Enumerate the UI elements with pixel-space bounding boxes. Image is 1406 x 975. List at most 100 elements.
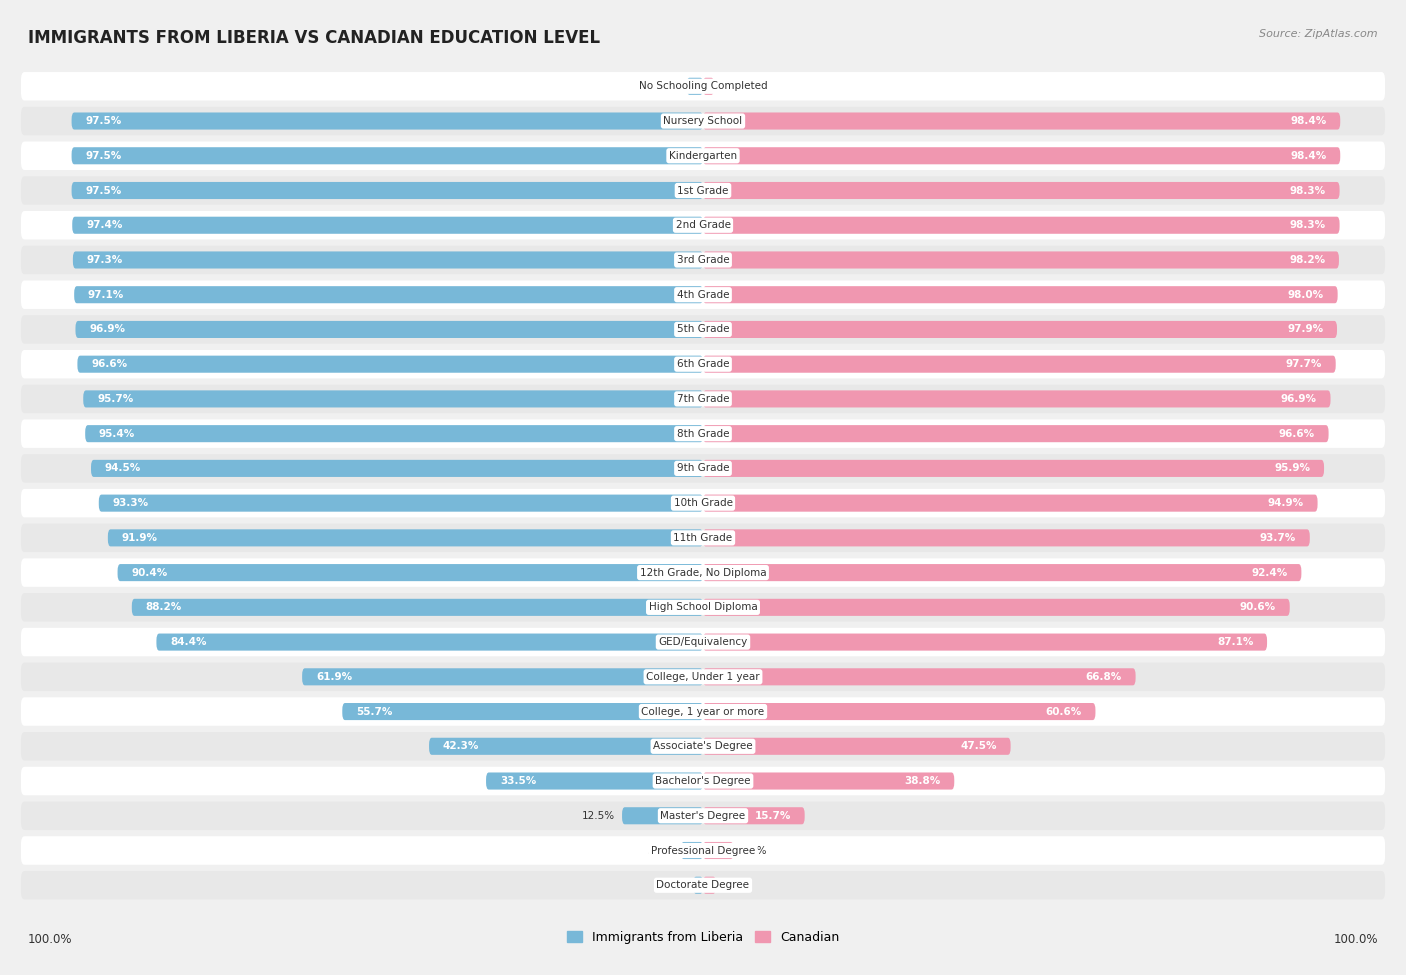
Text: 33.5%: 33.5%	[499, 776, 536, 786]
FancyBboxPatch shape	[486, 772, 703, 790]
FancyBboxPatch shape	[703, 356, 1336, 372]
FancyBboxPatch shape	[21, 837, 1385, 865]
FancyBboxPatch shape	[703, 634, 1267, 650]
FancyBboxPatch shape	[703, 599, 1289, 616]
Text: Professional Degree: Professional Degree	[651, 845, 755, 855]
FancyBboxPatch shape	[703, 321, 1337, 338]
Text: 6th Grade: 6th Grade	[676, 359, 730, 370]
FancyBboxPatch shape	[21, 732, 1385, 760]
Text: 66.8%: 66.8%	[1085, 672, 1122, 682]
Text: 94.5%: 94.5%	[105, 463, 141, 474]
Text: 87.1%: 87.1%	[1218, 637, 1253, 647]
FancyBboxPatch shape	[693, 877, 703, 894]
FancyBboxPatch shape	[21, 176, 1385, 205]
FancyBboxPatch shape	[703, 772, 955, 790]
FancyBboxPatch shape	[21, 350, 1385, 378]
Text: 1.7%: 1.7%	[721, 81, 748, 92]
Text: 95.4%: 95.4%	[98, 429, 135, 439]
FancyBboxPatch shape	[73, 252, 703, 268]
Text: 90.4%: 90.4%	[131, 567, 167, 577]
Text: 98.4%: 98.4%	[1291, 151, 1326, 161]
FancyBboxPatch shape	[703, 807, 804, 824]
Legend: Immigrants from Liberia, Canadian: Immigrants from Liberia, Canadian	[561, 926, 845, 949]
FancyBboxPatch shape	[72, 112, 703, 130]
FancyBboxPatch shape	[76, 321, 703, 338]
FancyBboxPatch shape	[681, 842, 703, 859]
FancyBboxPatch shape	[703, 112, 1340, 130]
FancyBboxPatch shape	[118, 565, 703, 581]
Text: 100.0%: 100.0%	[1333, 933, 1378, 946]
FancyBboxPatch shape	[21, 454, 1385, 483]
FancyBboxPatch shape	[77, 356, 703, 372]
FancyBboxPatch shape	[86, 425, 703, 443]
FancyBboxPatch shape	[21, 141, 1385, 170]
Text: 98.3%: 98.3%	[1289, 220, 1326, 230]
Text: 93.7%: 93.7%	[1260, 533, 1296, 543]
FancyBboxPatch shape	[703, 252, 1339, 268]
FancyBboxPatch shape	[91, 460, 703, 477]
FancyBboxPatch shape	[703, 78, 714, 95]
Text: 55.7%: 55.7%	[356, 707, 392, 717]
Text: 84.4%: 84.4%	[170, 637, 207, 647]
Text: Master's Degree: Master's Degree	[661, 811, 745, 821]
Text: 97.5%: 97.5%	[86, 151, 121, 161]
Text: 3.4%: 3.4%	[648, 845, 673, 855]
Text: 97.5%: 97.5%	[86, 185, 121, 196]
Text: 4.7%: 4.7%	[741, 845, 766, 855]
Text: 97.1%: 97.1%	[89, 290, 124, 299]
Text: 2.0%: 2.0%	[723, 880, 749, 890]
Text: 94.9%: 94.9%	[1268, 498, 1303, 508]
FancyBboxPatch shape	[621, 807, 703, 824]
Text: 93.3%: 93.3%	[112, 498, 149, 508]
FancyBboxPatch shape	[21, 246, 1385, 274]
Text: Kindergarten: Kindergarten	[669, 151, 737, 161]
FancyBboxPatch shape	[21, 281, 1385, 309]
FancyBboxPatch shape	[703, 390, 1330, 408]
Text: 98.4%: 98.4%	[1291, 116, 1326, 126]
Text: 12th Grade, No Diploma: 12th Grade, No Diploma	[640, 567, 766, 577]
Text: 11th Grade: 11th Grade	[673, 533, 733, 543]
FancyBboxPatch shape	[75, 287, 703, 303]
Text: Source: ZipAtlas.com: Source: ZipAtlas.com	[1260, 29, 1378, 39]
FancyBboxPatch shape	[703, 877, 716, 894]
Text: 92.4%: 92.4%	[1251, 567, 1288, 577]
Text: 91.9%: 91.9%	[122, 533, 157, 543]
FancyBboxPatch shape	[21, 766, 1385, 796]
Text: 96.6%: 96.6%	[1278, 429, 1315, 439]
Text: 95.9%: 95.9%	[1274, 463, 1310, 474]
FancyBboxPatch shape	[703, 460, 1324, 477]
FancyBboxPatch shape	[703, 529, 1310, 546]
FancyBboxPatch shape	[703, 216, 1340, 234]
Text: 9th Grade: 9th Grade	[676, 463, 730, 474]
Text: 97.7%: 97.7%	[1285, 359, 1322, 370]
Text: 2.5%: 2.5%	[654, 81, 681, 92]
FancyBboxPatch shape	[21, 871, 1385, 900]
FancyBboxPatch shape	[703, 287, 1337, 303]
FancyBboxPatch shape	[21, 385, 1385, 413]
FancyBboxPatch shape	[21, 628, 1385, 656]
Text: 8th Grade: 8th Grade	[676, 429, 730, 439]
FancyBboxPatch shape	[108, 529, 703, 546]
FancyBboxPatch shape	[686, 78, 703, 95]
Text: Bachelor's Degree: Bachelor's Degree	[655, 776, 751, 786]
FancyBboxPatch shape	[21, 663, 1385, 691]
FancyBboxPatch shape	[703, 182, 1340, 199]
FancyBboxPatch shape	[72, 147, 703, 165]
FancyBboxPatch shape	[156, 634, 703, 650]
Text: GED/Equivalency: GED/Equivalency	[658, 637, 748, 647]
FancyBboxPatch shape	[429, 738, 703, 755]
FancyBboxPatch shape	[703, 668, 1136, 685]
Text: No Schooling Completed: No Schooling Completed	[638, 81, 768, 92]
FancyBboxPatch shape	[703, 842, 734, 859]
FancyBboxPatch shape	[98, 494, 703, 512]
Text: 97.4%: 97.4%	[86, 220, 122, 230]
Text: 5th Grade: 5th Grade	[676, 325, 730, 334]
FancyBboxPatch shape	[703, 703, 1095, 721]
FancyBboxPatch shape	[21, 559, 1385, 587]
FancyBboxPatch shape	[21, 593, 1385, 622]
Text: 98.3%: 98.3%	[1289, 185, 1326, 196]
Text: 38.8%: 38.8%	[904, 776, 941, 786]
Text: 3rd Grade: 3rd Grade	[676, 255, 730, 265]
Text: 60.6%: 60.6%	[1046, 707, 1081, 717]
FancyBboxPatch shape	[21, 72, 1385, 100]
